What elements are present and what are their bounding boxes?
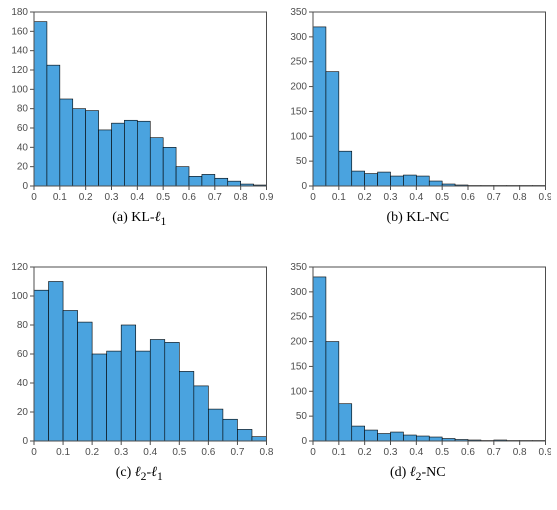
figure-grid: 0 20 40 60 80 100 120 140 160 180 0 0.1 0.2 0.3 0.4 0.5… — [0, 0, 557, 510]
svg-text:0.2: 0.2 — [357, 192, 371, 203]
svg-text:200: 200 — [290, 337, 307, 348]
svg-text:0.7: 0.7 — [208, 192, 222, 203]
svg-text:80: 80 — [17, 320, 29, 331]
svg-text:0.4: 0.4 — [409, 192, 423, 203]
svg-text:0: 0 — [31, 192, 37, 203]
svg-text:0.1: 0.1 — [53, 192, 67, 203]
svg-text:0.7: 0.7 — [486, 192, 500, 203]
chart-d: 0 50 100 150 200 250 300 350 0 0.1 0.2 0.3 0.4 0.5 0.6… — [285, 259, 552, 459]
caption-c: (c) ℓ2-ℓ1 — [116, 465, 163, 483]
svg-text:100: 100 — [11, 291, 28, 302]
chart-c: 0 20 40 60 80 100 120 0 0.1 0.2 0.3 0.4 0.5 0.6 0.7 0.8 — [6, 259, 273, 459]
svg-text:350: 350 — [290, 262, 307, 273]
svg-text:0.7: 0.7 — [486, 447, 500, 458]
svg-text:0.3: 0.3 — [114, 447, 128, 458]
svg-text:0: 0 — [301, 181, 307, 192]
svg-text:200: 200 — [290, 82, 307, 93]
svg-text:20: 20 — [17, 407, 29, 418]
svg-text:0.6: 0.6 — [182, 192, 196, 203]
svg-text:120: 120 — [11, 262, 28, 273]
svg-text:50: 50 — [295, 411, 307, 422]
svg-text:0.9: 0.9 — [260, 192, 273, 203]
svg-text:40: 40 — [17, 142, 29, 153]
panel-c: 0 20 40 60 80 100 120 0 0.1 0.2 0.3 0.4 0.5 0.6 0.7 0.8… — [0, 255, 279, 510]
panel-b: 0 50 100 150 200 250 300 350 0 0.1 0.2 0.3 0.4 0.5 0.6… — [279, 0, 557, 255]
svg-text:60: 60 — [17, 123, 29, 134]
caption-b: (b) KL-NC — [386, 210, 449, 226]
svg-text:250: 250 — [290, 57, 307, 68]
svg-text:0.6: 0.6 — [461, 447, 475, 458]
svg-text:80: 80 — [17, 104, 29, 115]
svg-text:0.4: 0.4 — [409, 447, 423, 458]
svg-text:100: 100 — [290, 131, 307, 142]
svg-text:0.5: 0.5 — [156, 192, 170, 203]
panel-d: 0 50 100 150 200 250 300 350 0 0.1 0.2 0.3 0.4 0.5 0.6… — [279, 255, 557, 510]
svg-text:20: 20 — [17, 162, 29, 173]
svg-text:0.1: 0.1 — [331, 447, 345, 458]
svg-text:0.8: 0.8 — [512, 447, 526, 458]
svg-text:0.3: 0.3 — [105, 192, 119, 203]
svg-text:0.8: 0.8 — [234, 192, 248, 203]
svg-text:0.3: 0.3 — [383, 192, 397, 203]
svg-text:300: 300 — [290, 287, 307, 298]
svg-text:120: 120 — [11, 65, 28, 76]
svg-text:100: 100 — [290, 386, 307, 397]
svg-text:0.7: 0.7 — [230, 447, 244, 458]
svg-text:60: 60 — [17, 349, 29, 360]
chart-b: 0 50 100 150 200 250 300 350 0 0.1 0.2 0.3 0.4 0.5 0.6… — [285, 4, 552, 204]
svg-text:50: 50 — [295, 156, 307, 167]
svg-text:0.5: 0.5 — [435, 192, 449, 203]
svg-text:0.9: 0.9 — [538, 192, 551, 203]
svg-text:0.5: 0.5 — [172, 447, 186, 458]
svg-text:0.2: 0.2 — [79, 192, 93, 203]
panel-a: 0 20 40 60 80 100 120 140 160 180 0 0.1 0.2 0.3 0.4 0.5… — [0, 0, 279, 255]
svg-text:150: 150 — [290, 106, 307, 117]
svg-text:0.2: 0.2 — [85, 447, 99, 458]
svg-text:0.9: 0.9 — [538, 447, 551, 458]
svg-text:0.3: 0.3 — [383, 447, 397, 458]
svg-text:300: 300 — [290, 32, 307, 43]
svg-text:0: 0 — [310, 447, 316, 458]
chart-a: 0 20 40 60 80 100 120 140 160 180 0 0.1 0.2 0.3 0.4 0.5… — [6, 4, 273, 204]
svg-text:0: 0 — [310, 192, 316, 203]
caption-d: (d) ℓ2-NC — [390, 465, 446, 483]
svg-text:0.1: 0.1 — [56, 447, 70, 458]
svg-text:150: 150 — [290, 361, 307, 372]
svg-text:0: 0 — [22, 436, 28, 447]
svg-text:0.8: 0.8 — [512, 192, 526, 203]
svg-text:0: 0 — [301, 436, 307, 447]
svg-text:0.2: 0.2 — [357, 447, 371, 458]
svg-text:250: 250 — [290, 312, 307, 323]
svg-text:140: 140 — [11, 46, 28, 57]
svg-text:160: 160 — [11, 26, 28, 37]
svg-text:0.6: 0.6 — [461, 192, 475, 203]
svg-text:0.1: 0.1 — [331, 192, 345, 203]
caption-a: (a) KL-ℓ1 — [112, 210, 166, 228]
svg-text:0.6: 0.6 — [201, 447, 215, 458]
svg-text:180: 180 — [11, 7, 28, 18]
svg-text:0: 0 — [22, 181, 28, 192]
svg-text:0.8: 0.8 — [260, 447, 273, 458]
svg-text:350: 350 — [290, 7, 307, 18]
svg-text:0.4: 0.4 — [143, 447, 157, 458]
svg-text:0.4: 0.4 — [130, 192, 144, 203]
svg-text:0: 0 — [31, 447, 37, 458]
svg-text:0.5: 0.5 — [435, 447, 449, 458]
svg-text:100: 100 — [11, 84, 28, 95]
svg-text:40: 40 — [17, 378, 29, 389]
